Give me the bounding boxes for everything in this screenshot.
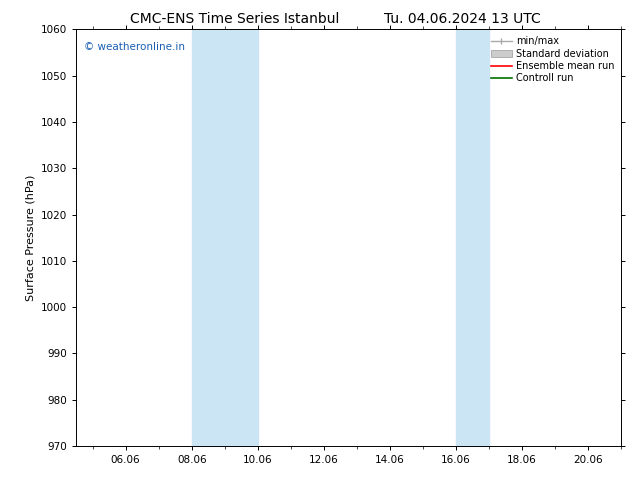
Text: CMC-ENS Time Series Istanbul: CMC-ENS Time Series Istanbul [130, 12, 339, 26]
Y-axis label: Surface Pressure (hPa): Surface Pressure (hPa) [25, 174, 36, 301]
Text: Tu. 04.06.2024 13 UTC: Tu. 04.06.2024 13 UTC [384, 12, 541, 26]
Legend: min/max, Standard deviation, Ensemble mean run, Controll run: min/max, Standard deviation, Ensemble me… [487, 32, 618, 87]
Text: © weatheronline.in: © weatheronline.in [84, 42, 185, 52]
Bar [191, 29, 258, 446]
Bar [456, 29, 489, 446]
